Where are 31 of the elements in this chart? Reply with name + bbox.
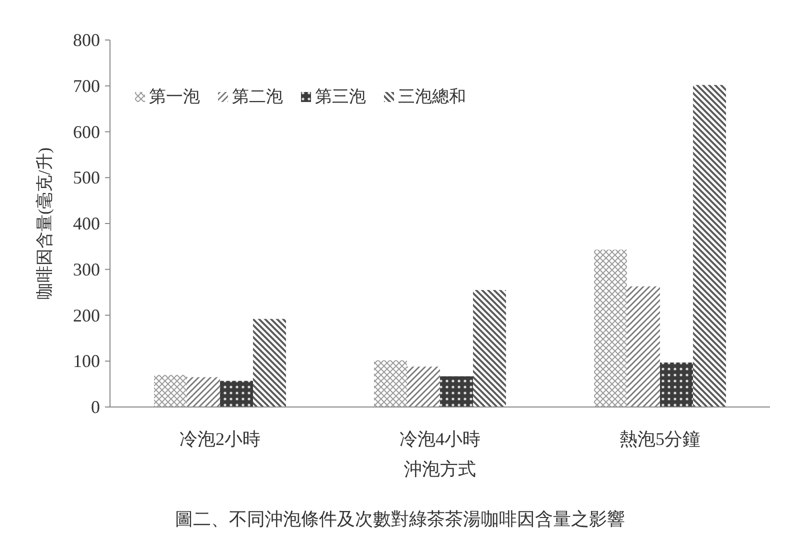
- bar: [660, 362, 693, 407]
- y-tick-label: 100: [73, 351, 100, 372]
- legend-label: 第二泡: [232, 87, 283, 106]
- bar: [220, 380, 253, 407]
- y-tick-label: 800: [73, 30, 100, 50]
- y-tick-label: 0: [91, 397, 100, 417]
- bar: [473, 290, 506, 407]
- bar: [374, 360, 407, 407]
- legend-label: 三泡總和: [398, 87, 466, 106]
- bar: [187, 377, 220, 407]
- y-tick-label: 700: [73, 76, 100, 96]
- x-axis-title: 沖泡方式: [404, 459, 476, 479]
- bar: [594, 250, 627, 407]
- y-tick-label: 200: [73, 305, 100, 326]
- y-tick-label: 500: [73, 168, 100, 188]
- y-tick-label: 400: [73, 214, 100, 234]
- legend-label: 第一泡: [149, 87, 200, 106]
- legend-label: 第三泡: [315, 87, 366, 106]
- y-tick-label: 600: [73, 122, 100, 142]
- bar: [407, 366, 440, 407]
- bar: [440, 376, 473, 407]
- x-tick-label: 熱泡5分鐘: [620, 429, 700, 449]
- bar: [627, 286, 660, 407]
- x-tick-label: 冷泡2小時: [180, 429, 260, 449]
- text: 圖二、不同沖泡條件及次數對綠茶茶湯咖啡因含量之影響: [175, 509, 625, 529]
- bar: [253, 318, 286, 407]
- bar: [693, 84, 726, 407]
- y-tick-label: 300: [73, 259, 100, 280]
- y-axis-title: 咖啡因含量(毫克/升): [35, 147, 54, 300]
- bar: [154, 374, 187, 407]
- x-tick-label: 冷泡4小時: [400, 429, 480, 449]
